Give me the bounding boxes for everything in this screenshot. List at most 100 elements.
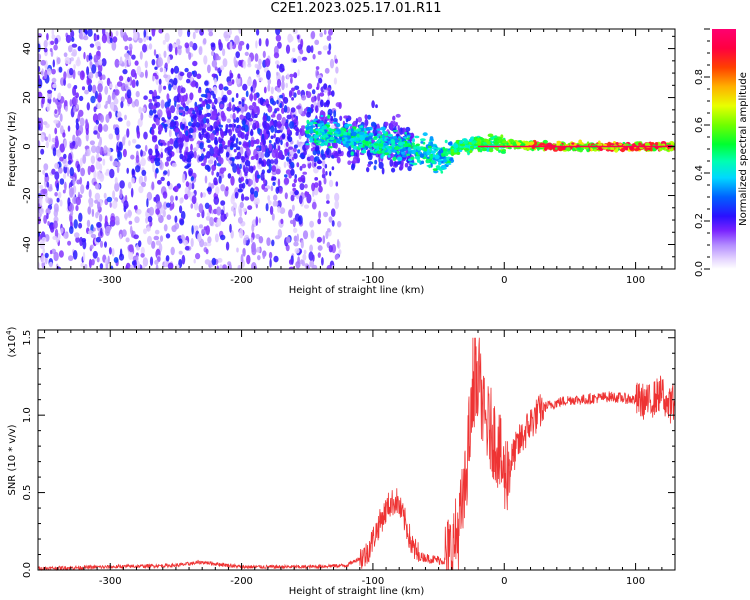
heatmap-cell [285, 82, 289, 89]
heatmap-cell [328, 43, 332, 52]
heatmap-cell [332, 117, 338, 123]
heatmap-cell [134, 60, 139, 66]
heatmap-cell [219, 103, 224, 109]
heatmap-cell [114, 177, 118, 184]
heatmap-cell [177, 138, 181, 144]
heatmap-cell [190, 203, 194, 209]
heatmap-cell [128, 57, 132, 66]
heatmap-cell [378, 143, 384, 147]
heatmap-cell [113, 98, 119, 105]
heatmap-cell [316, 160, 323, 165]
heatmap-cell [275, 186, 280, 194]
heatmap-cell [71, 43, 78, 48]
heatmap-cell [322, 235, 326, 245]
heatmap-cell [38, 231, 41, 237]
heatmap-cell [264, 151, 270, 158]
heatmap-cell [260, 151, 265, 159]
heatmap-cell [125, 52, 130, 60]
heatmap-cell [67, 160, 72, 165]
heatmap-cell [181, 155, 187, 162]
heatmap-cell [453, 143, 459, 149]
heatmap-cell [350, 128, 354, 133]
heatmap-cell [493, 137, 498, 142]
heatmap-cell [185, 130, 189, 137]
heatmap-cell [331, 220, 335, 227]
heatmap-cell [59, 199, 63, 207]
heatmap-cells [38, 29, 675, 269]
heatmap-cell [407, 147, 412, 152]
heatmap-cell [314, 177, 319, 181]
heatmap-cell [293, 144, 298, 149]
heatmap-cell [378, 138, 381, 141]
heatmap-cell [225, 127, 228, 134]
heatmap-cell [276, 78, 282, 88]
heatmap-cell [390, 138, 395, 144]
heatmap-cell [141, 169, 147, 176]
heatmap-cell [93, 54, 99, 63]
heatmap-cell [93, 130, 98, 135]
heatmap-cell [218, 136, 221, 143]
heatmap-cell [67, 197, 71, 207]
heatmap-cell [310, 125, 316, 128]
heatmap-cell [345, 140, 351, 144]
heatmap-cell [221, 97, 227, 102]
heatmap-cell [246, 254, 251, 265]
heatmap-cell [138, 240, 142, 248]
heatmap-cell [216, 119, 220, 125]
spectrogram-frame [37, 28, 676, 270]
heatmap-cell [415, 143, 420, 147]
heatmap-cell [199, 114, 205, 120]
heatmap-cell [474, 143, 478, 146]
heatmap-cell [315, 105, 319, 113]
heatmap-cell [68, 255, 74, 262]
heatmap-cell [204, 175, 208, 184]
heatmap-cell [335, 139, 340, 144]
heatmap-cell [542, 139, 548, 144]
heatmap-cell [77, 46, 82, 52]
heatmap-cell [226, 29, 232, 36]
heatmap-cell [404, 162, 409, 168]
heatmap-cell [217, 257, 223, 263]
heatmap-cell [374, 159, 378, 165]
heatmap-cell [246, 43, 250, 50]
snr-frame [37, 329, 676, 571]
heatmap-cell [45, 140, 49, 149]
heatmap-cell [262, 115, 268, 123]
heatmap-cell [258, 217, 261, 224]
heatmap-cell [84, 264, 88, 269]
heatmap-cell [247, 205, 253, 211]
heatmap-cell [87, 165, 91, 176]
heatmap-cell [220, 200, 226, 206]
heatmap-cell [133, 259, 137, 269]
heatmap-cell [367, 114, 372, 120]
snr-scale-text: (x10 [7, 335, 18, 358]
heatmap-cell [343, 115, 349, 119]
heatmap-cell [104, 104, 108, 109]
heatmap-cell [170, 105, 176, 114]
heatmap-cell [532, 139, 537, 143]
heatmap-cell [315, 131, 319, 135]
heatmap-cell [233, 119, 237, 123]
heatmap-cell [163, 201, 168, 210]
heatmap-cell [207, 236, 212, 244]
heatmap-cell [184, 105, 189, 112]
heatmap-cell [266, 70, 271, 80]
heatmap-cell [432, 146, 437, 150]
heatmap-cell [375, 104, 378, 109]
heatmap-cell [329, 179, 334, 188]
heatmap-cell [335, 122, 341, 128]
heatmap-cell [169, 152, 173, 159]
heatmap-cell [85, 132, 89, 142]
heatmap-cell [80, 167, 85, 177]
colorbar-tick-label: 0.2 [694, 213, 705, 229]
heatmap-cell [314, 138, 317, 144]
heatmap-cell [179, 136, 184, 143]
heatmap-cell [71, 36, 75, 43]
heatmap-cell [367, 145, 373, 148]
heatmap-cell [87, 230, 94, 235]
heatmap-cell [206, 103, 211, 110]
heatmap-cell [270, 86, 274, 95]
heatmap-cell [301, 125, 306, 130]
heatmap-cell [286, 156, 290, 162]
